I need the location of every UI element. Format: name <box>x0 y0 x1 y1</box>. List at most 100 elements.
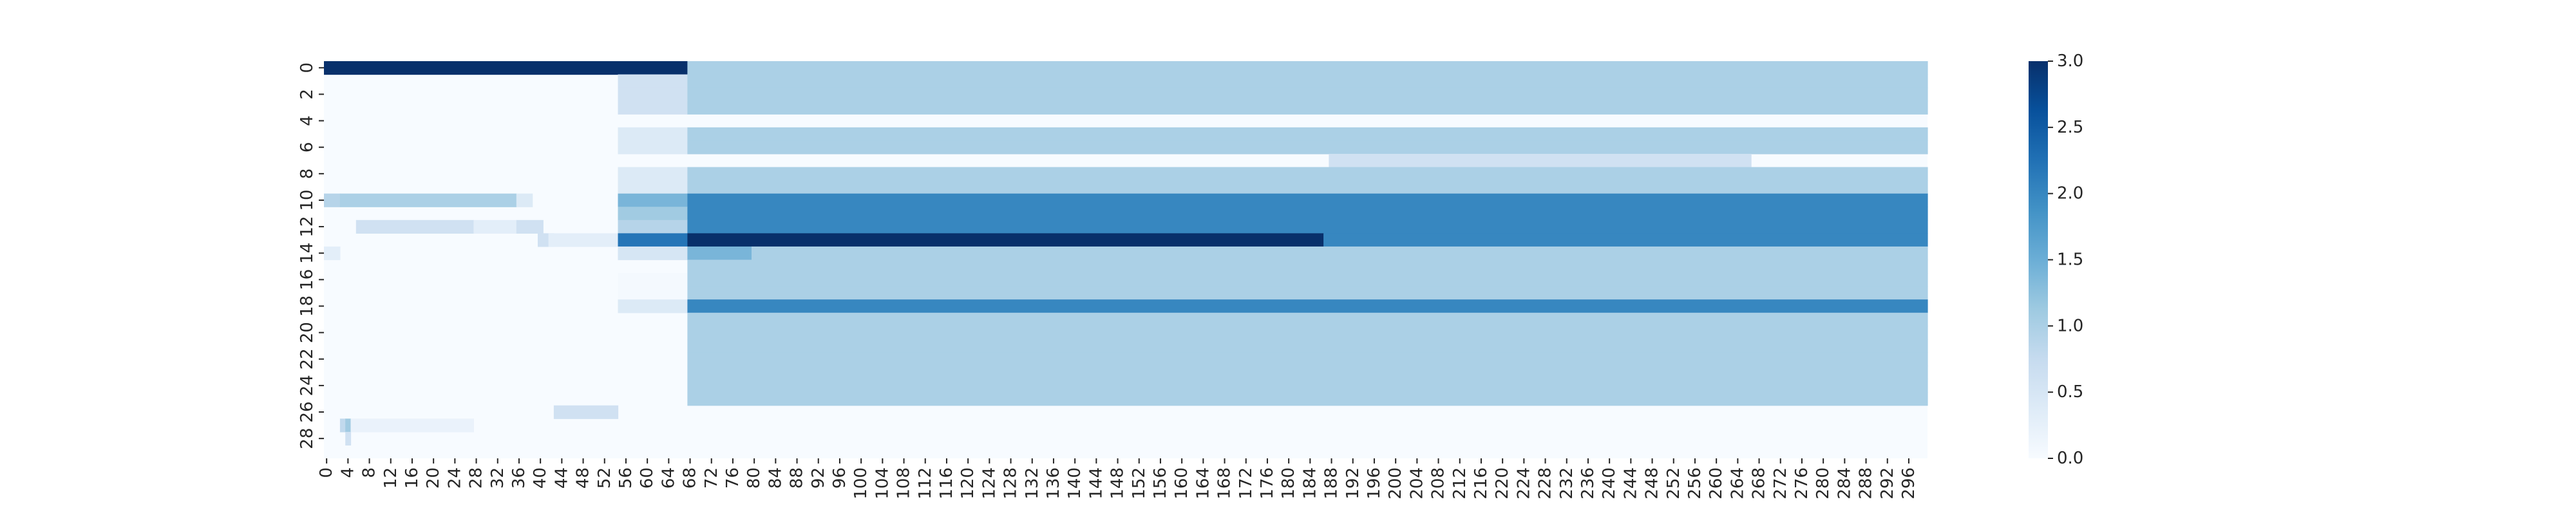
heatmap-cell-row-10-seg-19 <box>516 193 533 207</box>
heatmap-cell-row-14-seg-36 <box>687 246 752 261</box>
heatmap-cell-row-9-seg-15 <box>618 180 688 194</box>
heatmap-cell-row-2-seg-4 <box>618 88 688 102</box>
y-tick-label: 14 <box>298 243 317 264</box>
heatmap-cell-row-5-seg-9 <box>687 127 1928 141</box>
x-tick-label: 228 <box>1536 467 1555 500</box>
x-tick-label: 132 <box>1023 467 1042 500</box>
x-tick-label: 120 <box>958 467 978 500</box>
x-tick-label: 72 <box>702 467 721 489</box>
heatmap-cell-row-12-seg-27 <box>618 220 688 234</box>
x-tick-label: 240 <box>1600 467 1619 500</box>
heatmap-cell-row-10-seg-18 <box>339 193 517 207</box>
colorbar-tick-label: 1.5 <box>2057 250 2083 270</box>
colorbar-gradient <box>2029 61 2048 458</box>
x-tick-label: 168 <box>1215 467 1235 500</box>
x-tick-label: 244 <box>1621 467 1640 500</box>
x-tick-label: 276 <box>1792 467 1812 500</box>
heatmap-cell-row-6-seg-10 <box>618 140 688 154</box>
heatmap-cell-row-3-seg-6 <box>618 100 688 115</box>
heatmap-cell-row-20-seg-46 <box>687 326 1928 340</box>
x-tick-label: 68 <box>681 467 700 489</box>
x-tick-label: 252 <box>1664 467 1683 500</box>
y-tick-label: 16 <box>298 269 317 290</box>
heatmap-cell-row-10-seg-21 <box>687 193 1928 207</box>
x-tick-label: 112 <box>916 467 935 500</box>
colorbar-tick-label: 2.0 <box>2057 184 2083 203</box>
y-tick-label: 18 <box>298 295 317 317</box>
x-tick-label: 212 <box>1450 467 1470 500</box>
heatmap-cell-row-11-seg-22 <box>618 207 688 221</box>
x-tick-label: 60 <box>638 467 657 489</box>
y-tick-label: 26 <box>298 401 317 422</box>
heatmap-cell-row-18-seg-44 <box>687 299 1928 314</box>
colorbar: 0.0 0.5 1.0 1.5 2.0 2.5 3.0 <box>2029 52 2083 468</box>
x-tick-label: 104 <box>873 467 892 500</box>
heatmap-cell-row-17-seg-41 <box>618 286 688 300</box>
heatmap-cell-row-9-seg-16 <box>687 180 1928 194</box>
heatmap-cell-row-14-seg-35 <box>618 246 688 261</box>
heatmap-cell-row-13-seg-31 <box>618 233 688 247</box>
x-tick-label: 116 <box>937 467 956 500</box>
heatmap-cell-row-14-seg-37 <box>752 246 1928 261</box>
x-tick-label: 156 <box>1151 467 1170 500</box>
x-tick-label: 208 <box>1429 467 1448 500</box>
x-tick-label: 292 <box>1878 467 1897 500</box>
heatmap-cell-row-10-seg-20 <box>618 193 688 207</box>
x-tick-label: 56 <box>616 467 636 489</box>
heatmap-cell-row-28-seg-56 <box>345 431 352 446</box>
x-tick-label: 152 <box>1130 467 1149 500</box>
heatmap-cell-row-13-seg-30 <box>548 233 619 247</box>
x-tick-label: 140 <box>1065 467 1084 500</box>
heatmap-cell-row-14-seg-34 <box>324 246 341 261</box>
heatmap-cell-row-27-seg-54 <box>345 418 352 433</box>
x-tick-label: 40 <box>531 467 550 489</box>
heatmap-cell-row-26-seg-52 <box>553 405 619 419</box>
x-tick-label: 128 <box>1001 467 1021 500</box>
x-tick-label: 220 <box>1493 467 1512 500</box>
x-tick-label: 4 <box>338 467 357 478</box>
x-tick-label: 64 <box>659 467 678 489</box>
heatmap-cell-row-8-seg-13 <box>618 167 688 181</box>
heatmap-cell-row-27-seg-53 <box>339 418 346 433</box>
heatmap-cell-row-16-seg-39 <box>618 273 688 287</box>
x-tick-label: 148 <box>1108 467 1128 500</box>
colorbar-tick-label: 1.0 <box>2057 316 2083 335</box>
x-tick-label: 196 <box>1365 467 1384 500</box>
x-tick-label: 52 <box>595 467 614 489</box>
heatmap-cell-row-10-seg-17 <box>324 193 341 207</box>
heatmap-cell-row-27-seg-55 <box>350 418 474 433</box>
heatmap-cell-row-22-seg-48 <box>687 352 1928 366</box>
x-tick-label: 216 <box>1472 467 1491 500</box>
heatmap-cell-row-0-seg-1 <box>687 61 1928 75</box>
x-tick-label: 16 <box>402 467 422 489</box>
x-tick-label: 204 <box>1407 467 1426 500</box>
x-tick-label: 200 <box>1386 467 1405 500</box>
x-tick-label: 48 <box>574 467 593 489</box>
x-tick-label: 236 <box>1578 467 1598 500</box>
x-axis: 0 4 8 12 16 20 24 28 32 36 40 44 48 52 56 60 64 68 72 76 80 8… <box>317 458 1918 500</box>
heatmap-cell-row-1-seg-3 <box>687 74 1928 88</box>
colorbar-tick-label: 0.5 <box>2057 382 2083 402</box>
heatmap-cell-row-8-seg-14 <box>687 167 1928 181</box>
heatmap-cell-row-23-seg-49 <box>687 366 1928 380</box>
x-tick-label: 176 <box>1258 467 1277 500</box>
heatmap-cell-row-6-seg-11 <box>687 140 1928 154</box>
x-tick-label: 84 <box>766 467 785 489</box>
x-tick-label: 80 <box>744 467 764 489</box>
y-tick-label: 4 <box>298 115 317 126</box>
heatmap-cell-row-13-seg-32 <box>687 233 1324 247</box>
x-tick-label: 88 <box>788 467 807 489</box>
heatmap-cell-row-12-seg-28 <box>687 220 1928 234</box>
y-tick-label: 22 <box>298 348 317 370</box>
x-tick-label: 224 <box>1514 467 1533 500</box>
x-tick-label: 160 <box>1172 467 1191 500</box>
x-tick-label: 184 <box>1300 467 1320 500</box>
heatmap-cell-row-7-seg-12 <box>1329 153 1752 168</box>
heatmap-cell-row-12-seg-24 <box>355 220 474 234</box>
x-tick-label: 172 <box>1236 467 1256 500</box>
y-tick-label: 28 <box>298 428 317 449</box>
heatmap-cell-row-17-seg-42 <box>687 286 1928 300</box>
y-tick-label: 6 <box>298 142 317 153</box>
